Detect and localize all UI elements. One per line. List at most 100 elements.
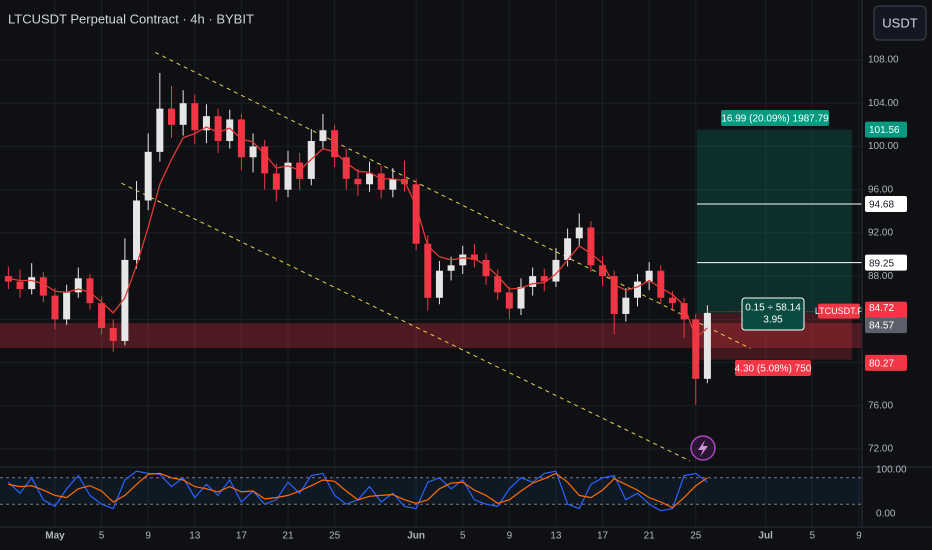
candle-body — [703, 312, 711, 379]
target-price: 101.56 — [869, 125, 900, 136]
channel-line — [121, 182, 691, 462]
candle-body — [575, 227, 583, 239]
target-price-tag — [865, 121, 907, 138]
x-tick-label: 17 — [597, 531, 609, 542]
currency-button-box[interactable] — [873, 5, 927, 41]
x-tick-label: Jun — [407, 531, 425, 542]
info-label: 0.15 ÷ 58.14 — [745, 303, 801, 314]
level-price-tag — [865, 195, 907, 212]
candle-body — [319, 130, 327, 142]
ratio-label: 3.95 — [763, 315, 783, 326]
info-box — [741, 297, 805, 331]
candle-body — [692, 319, 700, 379]
candle-body — [610, 276, 618, 314]
candle-body — [517, 286, 525, 309]
candle-body — [482, 259, 490, 277]
target-label-box — [721, 110, 829, 126]
candle-body — [167, 108, 175, 125]
last-price: 84.72 — [869, 303, 894, 314]
x-tick-label: 9 — [856, 531, 862, 542]
candle-body — [39, 277, 47, 296]
candle-body — [284, 162, 292, 190]
candle-body — [494, 276, 502, 293]
symbol-tag-box — [818, 303, 860, 319]
x-tick-label: 21 — [644, 531, 656, 542]
y-tick-label: 76.00 — [868, 400, 893, 411]
candle-body — [424, 243, 432, 298]
y-tick-label: 96.00 — [868, 184, 893, 195]
stoch-tick-label: 100.00 — [876, 465, 907, 476]
x-tick-label: 13 — [189, 531, 201, 542]
candle-body — [564, 238, 572, 260]
candle-body — [86, 278, 94, 304]
candle-body — [622, 297, 630, 314]
support-zone — [0, 323, 862, 349]
level-price: 94.68 — [869, 200, 894, 211]
entry-price: 84.57 — [869, 321, 894, 332]
x-tick-label: 5 — [809, 531, 815, 542]
candle-body — [540, 276, 548, 282]
moving-average — [8, 126, 708, 339]
candle-body — [366, 173, 374, 185]
x-tick-label: 13 — [550, 531, 562, 542]
candle-body — [331, 130, 339, 158]
candle-body — [680, 303, 688, 320]
x-tick-label: 9 — [507, 531, 513, 542]
currency-button[interactable]: USDT — [882, 15, 917, 30]
candle-body — [16, 281, 24, 290]
candle-body — [144, 151, 152, 201]
candle-body — [552, 259, 560, 282]
x-tick-label: 9 — [145, 531, 151, 542]
candle-body — [63, 292, 71, 320]
x-tick-label: 25 — [690, 531, 702, 542]
stoch-band — [0, 477, 862, 505]
candle-body — [459, 254, 467, 266]
y-tick-label: 88.00 — [868, 271, 893, 282]
x-tick-label: 5 — [99, 531, 105, 542]
candle-body — [98, 303, 106, 329]
candle-body — [447, 265, 455, 271]
x-tick-label: 17 — [236, 531, 248, 542]
candle-body — [226, 119, 234, 142]
candle-body — [470, 254, 478, 260]
stop-label-box — [735, 360, 811, 376]
stoch-d — [8, 472, 708, 509]
candle-body — [599, 265, 607, 277]
x-tick-label: 25 — [329, 531, 341, 542]
x-tick-label: 5 — [460, 531, 466, 542]
candle-body — [389, 178, 397, 190]
x-tick-label: May — [45, 531, 65, 542]
candle-body — [179, 103, 187, 125]
candle-body — [191, 103, 199, 131]
x-tick-label: Jul — [758, 531, 773, 542]
level-price: 89.25 — [869, 258, 894, 269]
stop-price-tag — [865, 354, 907, 371]
candle-body — [121, 259, 129, 341]
candle-body — [74, 278, 82, 293]
channel-line — [154, 51, 751, 349]
stop-price: 80.27 — [869, 359, 894, 370]
candle-body — [377, 173, 385, 190]
y-tick-label: 108.00 — [868, 55, 899, 66]
candle-body — [202, 116, 210, 131]
candle-body — [272, 173, 280, 190]
candle-body — [634, 281, 642, 298]
candle-body — [342, 157, 350, 179]
y-tick-label: 104.00 — [868, 98, 899, 109]
x-tick-label: 21 — [282, 531, 294, 542]
chart-title: LTCUSDT Perpetual Contract · 4h · BYBIT — [8, 11, 254, 26]
y-tick-label: 92.00 — [868, 228, 893, 239]
y-tick-label: 72.00 — [868, 444, 893, 455]
candle-body — [505, 292, 513, 309]
candle-body — [214, 116, 222, 142]
y-tick-label: 100.00 — [868, 141, 899, 152]
candle-body — [412, 184, 420, 244]
candle-body — [51, 295, 59, 320]
candle-body — [645, 270, 653, 282]
level-price-tag — [865, 254, 907, 271]
target-label: 16.99 (20.09%) 1987.79 — [721, 114, 829, 125]
stoch-tick-label: 0.00 — [876, 509, 896, 520]
stop-label: 4.30 (5.08%) 750 — [735, 364, 812, 375]
